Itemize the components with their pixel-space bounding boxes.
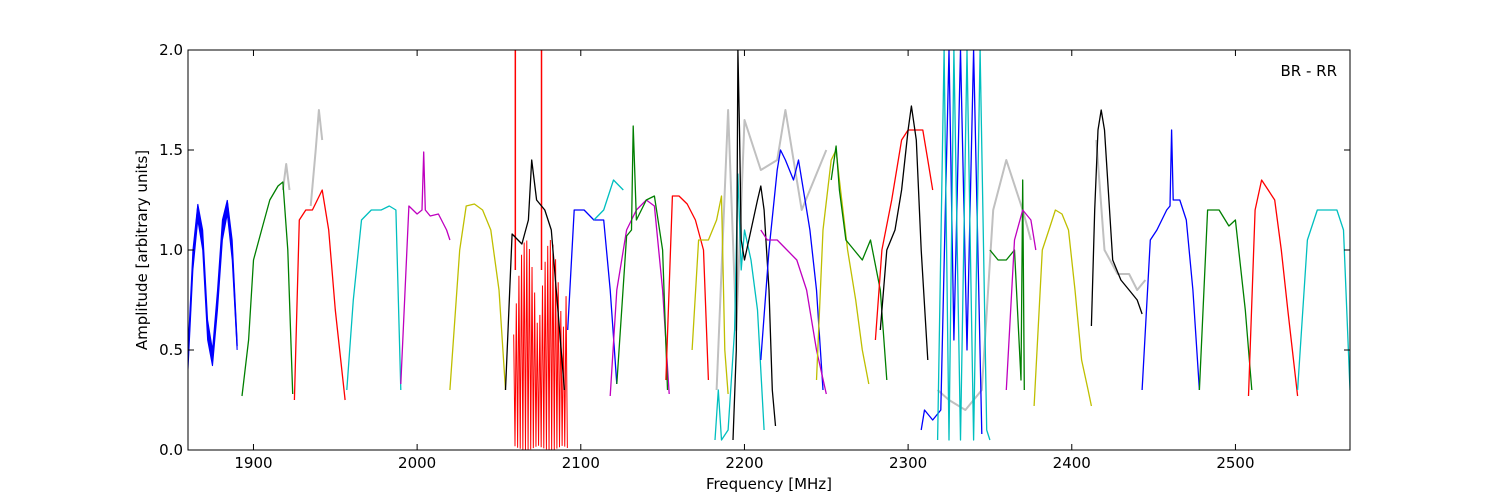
series-line-16: [665, 195, 710, 381]
series-line-22: [815, 149, 870, 385]
series-line-0: [715, 109, 828, 391]
y-axis-label: Amplitude [arbitrary units]: [133, 150, 151, 350]
y-tick-label: 1.0: [159, 241, 183, 259]
x-tick-label: 2300: [889, 454, 927, 472]
series-line-30: [1033, 209, 1093, 407]
series-line-18: [714, 173, 765, 441]
x-tick-label: 1900: [234, 454, 272, 472]
series-line-2: [1095, 139, 1147, 291]
y-tick-label: 0.0: [159, 441, 183, 459]
x-axis-label: Frequency [MHz]: [706, 475, 832, 493]
y-tick-label: 2.0: [159, 41, 183, 59]
series-line-20: [760, 149, 824, 391]
series-line-15: [616, 125, 669, 391]
series-line-5: [188, 201, 238, 361]
series-line-33: [1198, 209, 1253, 391]
series-line-4: [281, 163, 291, 191]
series-line-6: [241, 181, 294, 397]
series-line-7: [293, 189, 346, 401]
series-line-3: [309, 109, 324, 207]
chart-annotation: BR - RR: [1280, 62, 1337, 80]
series-line-19: [732, 50, 777, 441]
x-tick-label: 2400: [1053, 454, 1091, 472]
series-line-10: [449, 203, 507, 391]
series-line-25: [879, 105, 929, 361]
y-axis: 0.0 0.5 1.0 1.5 2.0: [159, 41, 1350, 459]
x-tick-label: 2100: [562, 454, 600, 472]
series-line-34: [1247, 179, 1299, 397]
series-layer: [188, 50, 1350, 450]
series-line-14: [609, 199, 670, 397]
series-line-35: [1296, 209, 1350, 391]
y-tick-label: 1.5: [159, 141, 183, 159]
series-line-1: [936, 159, 1032, 411]
series-line-9: [400, 151, 451, 385]
x-tick-label: 2500: [1216, 454, 1254, 472]
series-line-21: [760, 229, 827, 395]
series-line-8: [346, 205, 402, 391]
y-tick-label: 0.5: [159, 341, 183, 359]
x-tick-label: 2200: [725, 454, 763, 472]
series-line-29: [1005, 209, 1037, 391]
x-tick-label: 2000: [398, 454, 436, 472]
x-axis: 1900 2000 2100 2200 2300 2400 2500: [234, 50, 1255, 472]
series-line-11: [504, 159, 566, 391]
series-line-27: [936, 50, 991, 441]
series-line-32: [1141, 129, 1201, 391]
series-line-31: [1090, 109, 1143, 327]
series-line-17: [691, 195, 729, 395]
series-line-13: [593, 179, 624, 221]
series-line-23: [830, 145, 888, 381]
